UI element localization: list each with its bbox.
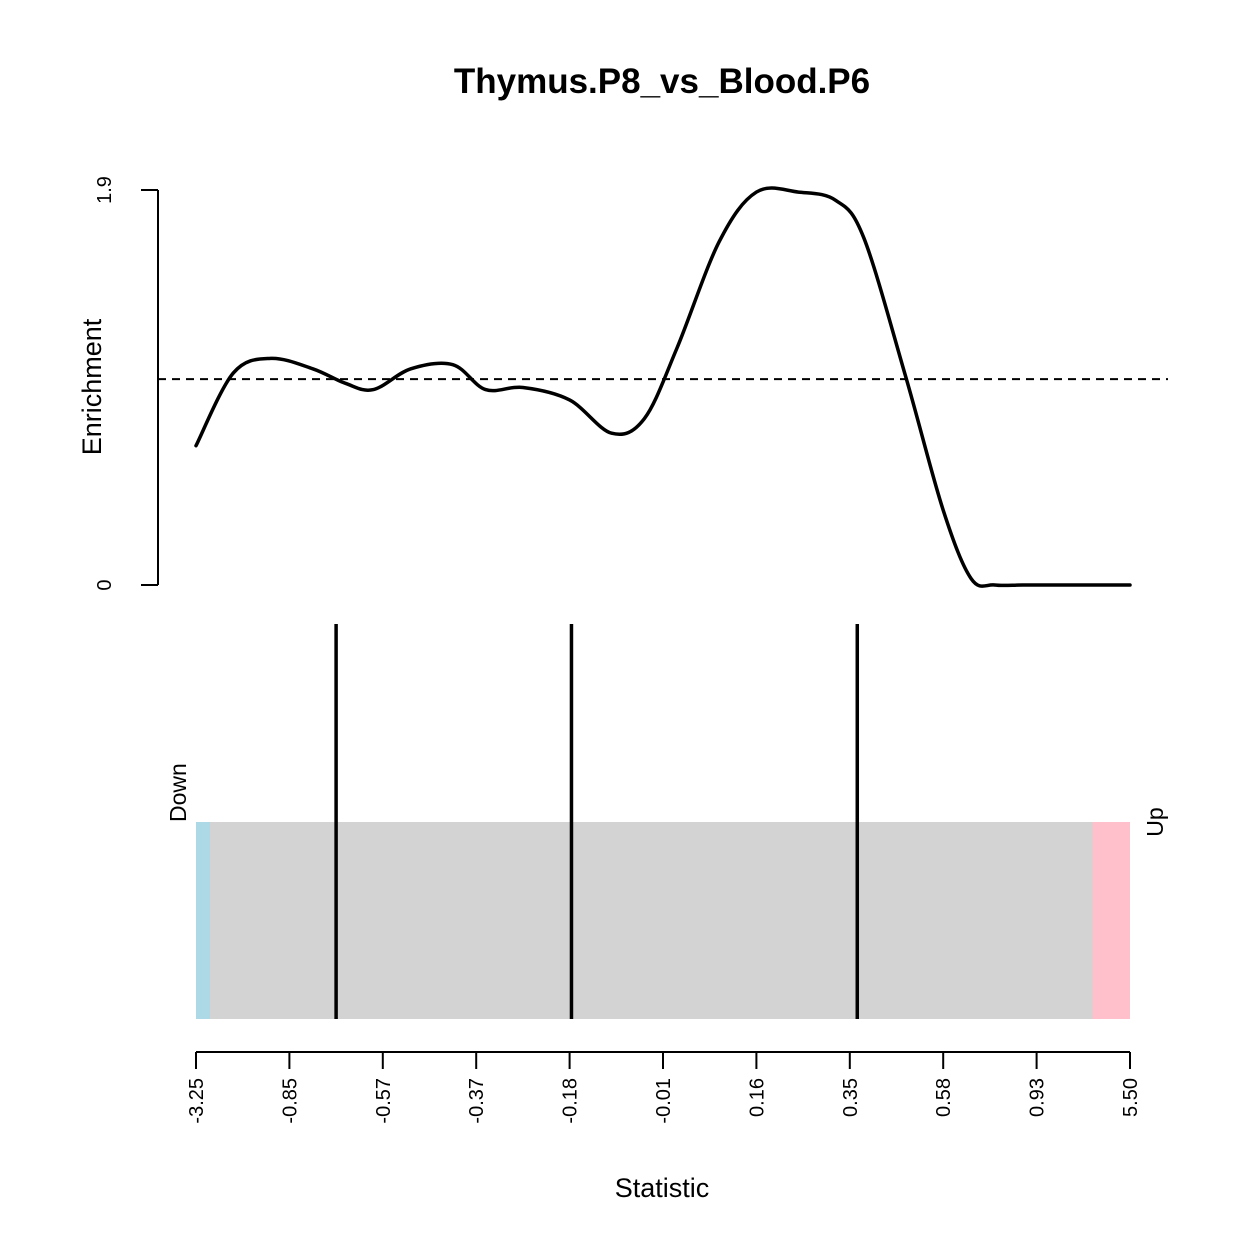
x-tick-label-7: 0.16 — [746, 1078, 768, 1117]
x-tick-label-9: 0.58 — [933, 1078, 955, 1117]
x-tick-label-3: -0.57 — [373, 1078, 395, 1124]
x-axis-ticks: -3.25 -0.85 -0.57 -0.37 -0.18 -0.01 0.16 0.35 0.… — [186, 1052, 1142, 1124]
x-tick-label-6: -0.01 — [653, 1078, 675, 1124]
y-tick-label-min: 0 — [94, 579, 116, 590]
x-tick-label-10: 0.93 — [1027, 1078, 1049, 1117]
x-tick-label-1: -3.25 — [186, 1078, 208, 1124]
x-tick-label-11: 5.50 — [1120, 1078, 1142, 1117]
y-axis-label: Enrichment — [77, 318, 107, 455]
down-label: Down — [165, 763, 191, 822]
up-label: Up — [1142, 807, 1168, 836]
barcode-down-region — [196, 822, 211, 1019]
x-tick-label-5: -0.18 — [560, 1078, 582, 1124]
x-axis-label: Statistic — [615, 1173, 710, 1203]
enrichment-panel: 1.9 0 — [94, 176, 1168, 591]
chart-title: Thymus.P8_vs_Blood.P6 — [454, 62, 870, 101]
x-tick-label-8: 0.35 — [840, 1078, 862, 1117]
y-tick-label-max: 1.9 — [94, 176, 116, 204]
x-tick-label-2: -0.85 — [279, 1078, 301, 1124]
barcode-up-region — [1092, 822, 1130, 1019]
enrichment-curve — [194, 186, 1132, 588]
barcode-markers — [334, 624, 860, 1019]
x-tick-label-4: -0.37 — [466, 1078, 488, 1124]
barcode-panel: Down Up — [165, 624, 1168, 1019]
x-axis: -3.25 -0.85 -0.57 -0.37 -0.18 -0.01 0.16 0.35 0.… — [186, 1051, 1142, 1124]
barcode-background — [196, 822, 1130, 1019]
